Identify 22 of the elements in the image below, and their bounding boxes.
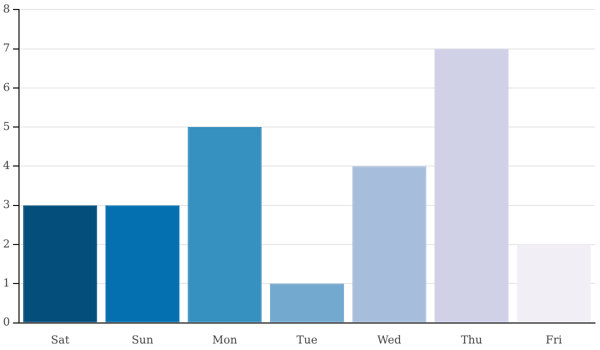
x-tick-label: Mon [212, 333, 238, 346]
y-tick-label: 0 [3, 316, 10, 329]
x-tick-label: Fri [546, 333, 563, 346]
y-tick-label: 4 [3, 159, 10, 172]
y-tick-label: 1 [3, 276, 10, 290]
bar [434, 48, 509, 322]
y-tick-label: 6 [3, 80, 10, 94]
y-tick-label: 8 [3, 2, 10, 16]
y-tick-label: 3 [3, 198, 10, 212]
y-tick-label: 2 [3, 237, 10, 250]
x-tick-label: Tue [296, 333, 318, 346]
y-tick-label: 7 [3, 42, 10, 55]
bar [23, 205, 98, 322]
x-tick-label: Wed [377, 333, 402, 346]
x-tick-label: Sat [50, 333, 70, 346]
y-tick-label: 5 [3, 120, 10, 133]
bar [270, 284, 344, 322]
bar [516, 244, 591, 322]
x-tick-label: Sun [132, 333, 154, 346]
bar [105, 205, 180, 322]
bar [352, 166, 426, 322]
x-tick-label: Thu [460, 333, 482, 346]
